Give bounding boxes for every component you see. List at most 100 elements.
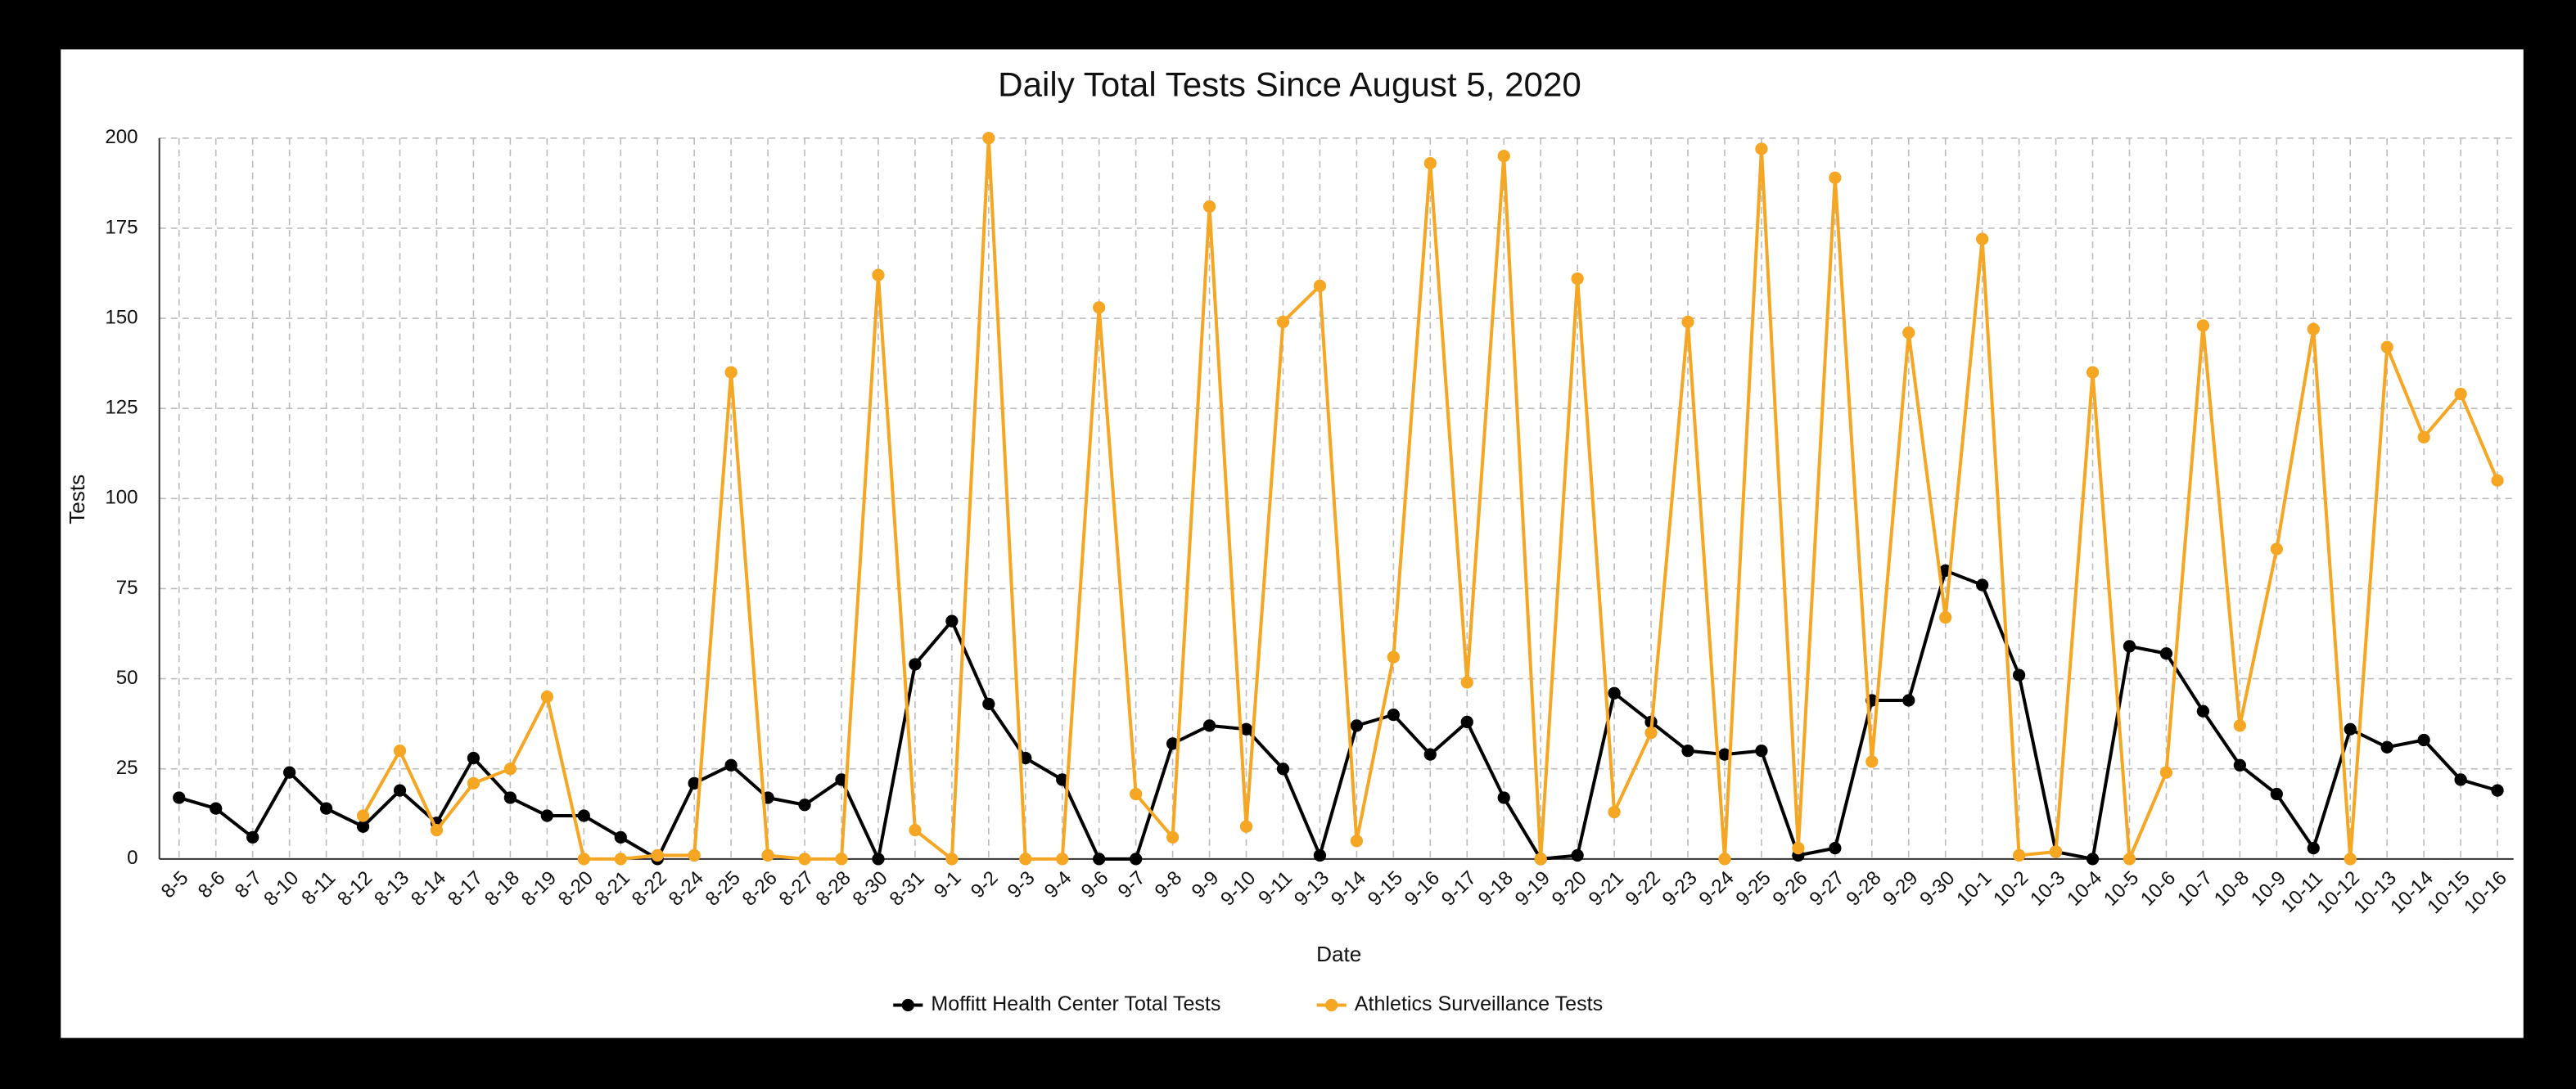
data-point bbox=[872, 268, 885, 281]
data-point bbox=[1276, 315, 1290, 329]
legend-item: Moffitt Health Center Total Tests bbox=[893, 992, 1220, 1015]
data-point bbox=[835, 853, 848, 866]
y-tick-label: 0 bbox=[127, 847, 138, 869]
data-point bbox=[651, 848, 664, 862]
y-tick-label: 100 bbox=[105, 487, 138, 509]
data-point bbox=[798, 799, 811, 812]
data-point bbox=[909, 823, 922, 837]
data-point bbox=[724, 758, 738, 772]
data-point bbox=[1130, 787, 1143, 801]
data-point bbox=[393, 784, 407, 797]
data-point bbox=[1608, 686, 1621, 700]
y-tick-label: 200 bbox=[105, 126, 138, 148]
chart-background bbox=[61, 49, 2524, 1038]
data-point bbox=[1865, 755, 1879, 768]
legend-label: Athletics Surveillance Tests bbox=[1355, 992, 1603, 1015]
y-tick-label: 150 bbox=[105, 306, 138, 328]
data-point bbox=[1976, 232, 1989, 245]
series-line bbox=[178, 568, 2498, 865]
data-point bbox=[577, 853, 590, 866]
data-point bbox=[2196, 704, 2210, 718]
data-point bbox=[1130, 853, 1143, 866]
data-point bbox=[1423, 748, 1437, 761]
data-point bbox=[2270, 787, 2283, 801]
data-point bbox=[1387, 650, 1400, 664]
data-point bbox=[2307, 322, 2320, 335]
data-point bbox=[1976, 578, 1989, 592]
data-point bbox=[945, 614, 959, 628]
data-point bbox=[1093, 301, 1106, 314]
data-point bbox=[1571, 848, 1584, 862]
data-point bbox=[1166, 830, 1180, 844]
y-tick-label: 75 bbox=[116, 577, 138, 599]
data-point bbox=[2086, 853, 2100, 866]
data-point bbox=[2012, 668, 2026, 682]
y-tick-label: 175 bbox=[105, 216, 138, 238]
data-point bbox=[1202, 200, 1216, 214]
data-point bbox=[1166, 737, 1180, 750]
data-point bbox=[1939, 611, 1952, 624]
data-point bbox=[2270, 542, 2283, 556]
data-point bbox=[2307, 842, 2320, 855]
data-point bbox=[2344, 853, 2357, 866]
data-point bbox=[909, 658, 922, 671]
data-point bbox=[1534, 853, 1547, 866]
data-point bbox=[724, 366, 738, 379]
data-point bbox=[1276, 763, 1290, 776]
x-axis-label: Date bbox=[1316, 942, 1361, 966]
data-point bbox=[2012, 848, 2026, 862]
data-point bbox=[614, 830, 627, 844]
data-point bbox=[2454, 387, 2467, 401]
data-point bbox=[1681, 745, 1694, 758]
data-point bbox=[1239, 820, 1253, 833]
data-point bbox=[688, 848, 701, 862]
data-point bbox=[1608, 805, 1621, 819]
legend-marker bbox=[1325, 998, 1338, 1012]
data-point bbox=[2344, 722, 2357, 736]
data-point bbox=[1792, 842, 1805, 855]
data-point bbox=[2233, 758, 2246, 772]
data-point bbox=[2196, 319, 2210, 332]
data-point bbox=[1755, 142, 1768, 155]
data-point bbox=[872, 853, 885, 866]
y-tick-label: 50 bbox=[116, 667, 138, 689]
data-point bbox=[430, 823, 444, 837]
data-point bbox=[1019, 751, 1032, 765]
data-point bbox=[1423, 156, 1437, 170]
data-point bbox=[210, 802, 223, 815]
data-point bbox=[2380, 740, 2393, 754]
data-point bbox=[1718, 748, 1731, 761]
chart-title: Daily Total Tests Since August 5, 2020 bbox=[998, 65, 1581, 104]
data-point bbox=[503, 763, 517, 776]
data-point bbox=[798, 853, 811, 866]
data-point bbox=[1202, 719, 1216, 732]
data-point bbox=[2159, 647, 2173, 660]
data-point bbox=[1313, 848, 1327, 862]
data-point bbox=[1497, 791, 1510, 804]
y-axis-label: Tests bbox=[65, 475, 89, 524]
data-point bbox=[319, 802, 333, 815]
data-point bbox=[982, 132, 995, 145]
legend-marker bbox=[901, 998, 914, 1012]
data-point bbox=[1350, 835, 1364, 848]
data-point bbox=[1239, 722, 1253, 736]
data-point bbox=[1056, 773, 1069, 786]
data-point bbox=[1718, 853, 1731, 866]
data-point bbox=[1497, 150, 1510, 163]
data-point bbox=[761, 848, 774, 862]
y-tick-label: 125 bbox=[105, 397, 138, 419]
data-point bbox=[356, 820, 370, 833]
data-point bbox=[2417, 733, 2430, 747]
data-point bbox=[577, 809, 590, 822]
data-point bbox=[540, 690, 553, 704]
data-point bbox=[2233, 719, 2246, 732]
data-point bbox=[1056, 853, 1069, 866]
data-point bbox=[1829, 842, 1842, 855]
legend-item: Athletics Surveillance Tests bbox=[1316, 992, 1603, 1015]
y-tick-label: 25 bbox=[116, 757, 138, 779]
data-point bbox=[356, 809, 370, 822]
data-point bbox=[2491, 784, 2504, 797]
data-point bbox=[2491, 474, 2504, 487]
data-point bbox=[2086, 366, 2100, 379]
